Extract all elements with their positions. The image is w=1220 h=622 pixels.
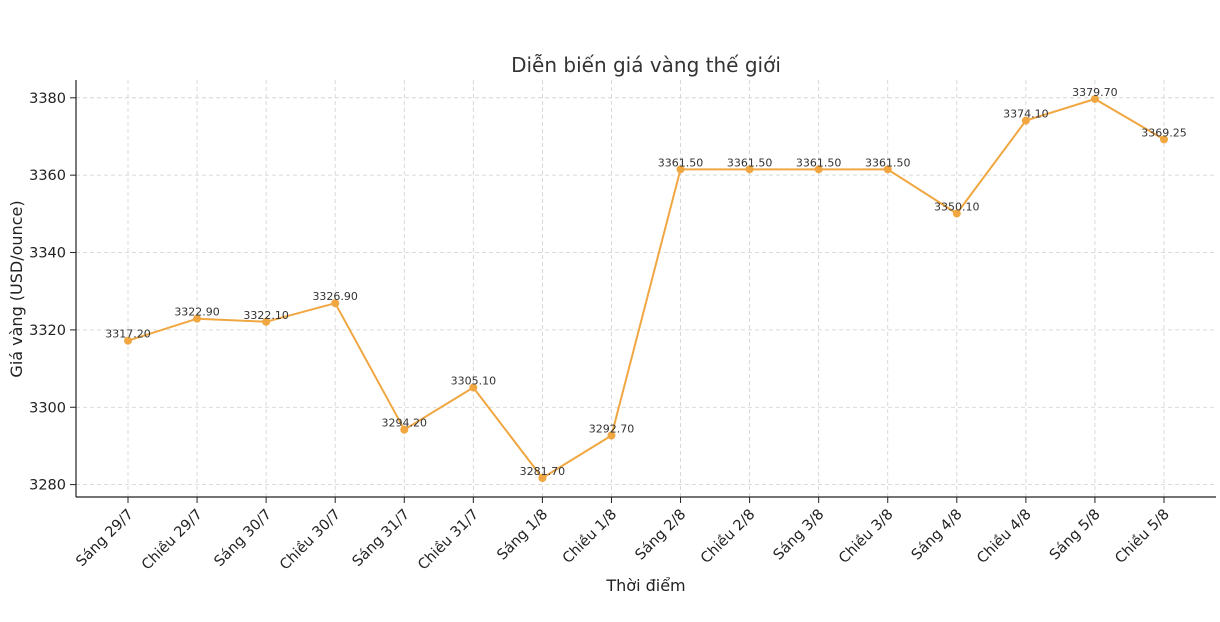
data-point (469, 383, 478, 392)
data-point (1160, 135, 1168, 144)
x-tick-label: Chiều 5/8 (1112, 506, 1173, 567)
x-tick-label: Chiều 2/8 (697, 506, 758, 567)
x-tick-label: Chiều 30/7 (276, 506, 344, 574)
data-label: 3317.20 (105, 328, 151, 341)
series-line (127, 98, 1165, 479)
x-tick-label: Chiều 4/8 (974, 506, 1035, 567)
x-tick-label: Sáng 29/7 (73, 507, 136, 570)
data-label: 3350.10 (934, 200, 980, 213)
data-label: 3322.90 (174, 306, 220, 319)
x-tick-label: Sáng 5/8 (1047, 507, 1104, 564)
data-label: 3326.90 (312, 290, 358, 303)
x-tick-label: Sáng 31/7 (350, 507, 413, 570)
x-tick-label: Chiều 3/8 (835, 506, 896, 567)
data-point (883, 165, 892, 174)
data-point (952, 209, 961, 218)
x-tick-label: Chiều 29/7 (138, 506, 206, 574)
y-tick-label: 3380 (29, 91, 66, 107)
chart-title: Diễn biến giá vàng thế giới (511, 53, 781, 77)
grid (76, 80, 1216, 497)
data-point (745, 165, 754, 174)
x-axis-label: Thời điểm (605, 576, 685, 595)
x-tick-label: Chiều 1/8 (559, 506, 620, 567)
y-tick-label: 3300 (29, 400, 66, 416)
data-label: 3281.70 (520, 465, 566, 478)
x-tick-label: Sáng 2/8 (632, 507, 689, 564)
x-tick-label: Sáng 1/8 (494, 507, 551, 564)
data-point (400, 425, 409, 434)
x-tick-label: Sáng 30/7 (212, 507, 275, 570)
data-label: 3361.50 (865, 156, 911, 169)
data-point (814, 165, 823, 174)
data-point (262, 317, 271, 326)
data-label: 3361.50 (658, 156, 704, 169)
data-point (331, 299, 340, 308)
x-tick-label: Chiều 31/7 (415, 506, 483, 574)
data-label: 3361.50 (796, 156, 842, 169)
data-labels: 3317.20 3322.90 3322.10 3326.90 3294.20 3305.… (105, 86, 1187, 478)
data-point (676, 165, 685, 174)
data-label: 3305.10 (451, 375, 497, 388)
data-point (1021, 116, 1030, 125)
x-tick-label: Sáng 4/8 (909, 507, 966, 564)
data-label: 3374.10 (1003, 108, 1049, 121)
data-point (607, 431, 616, 440)
x-tick-label: Sáng 3/8 (771, 507, 828, 564)
data-label: 3361.50 (727, 156, 773, 169)
series-gold-price (124, 94, 1168, 483)
data-label: 3369.25 (1141, 126, 1187, 139)
y-tick-label: 3280 (29, 478, 66, 494)
data-label: 3379.70 (1072, 86, 1118, 99)
y-tick-label: 3340 (29, 246, 66, 262)
data-label: 3292.70 (589, 422, 635, 435)
data-label: 3294.20 (382, 417, 428, 430)
y-axis-label: Giá vàng (USD/ounce) (7, 200, 26, 377)
data-point (193, 314, 202, 323)
y-tick-label: 3320 (29, 323, 66, 339)
data-point (124, 336, 132, 345)
data-point (538, 474, 547, 483)
y-tick-label: 3360 (29, 168, 66, 184)
data-point (1090, 94, 1099, 103)
data-label: 3322.10 (243, 309, 289, 322)
